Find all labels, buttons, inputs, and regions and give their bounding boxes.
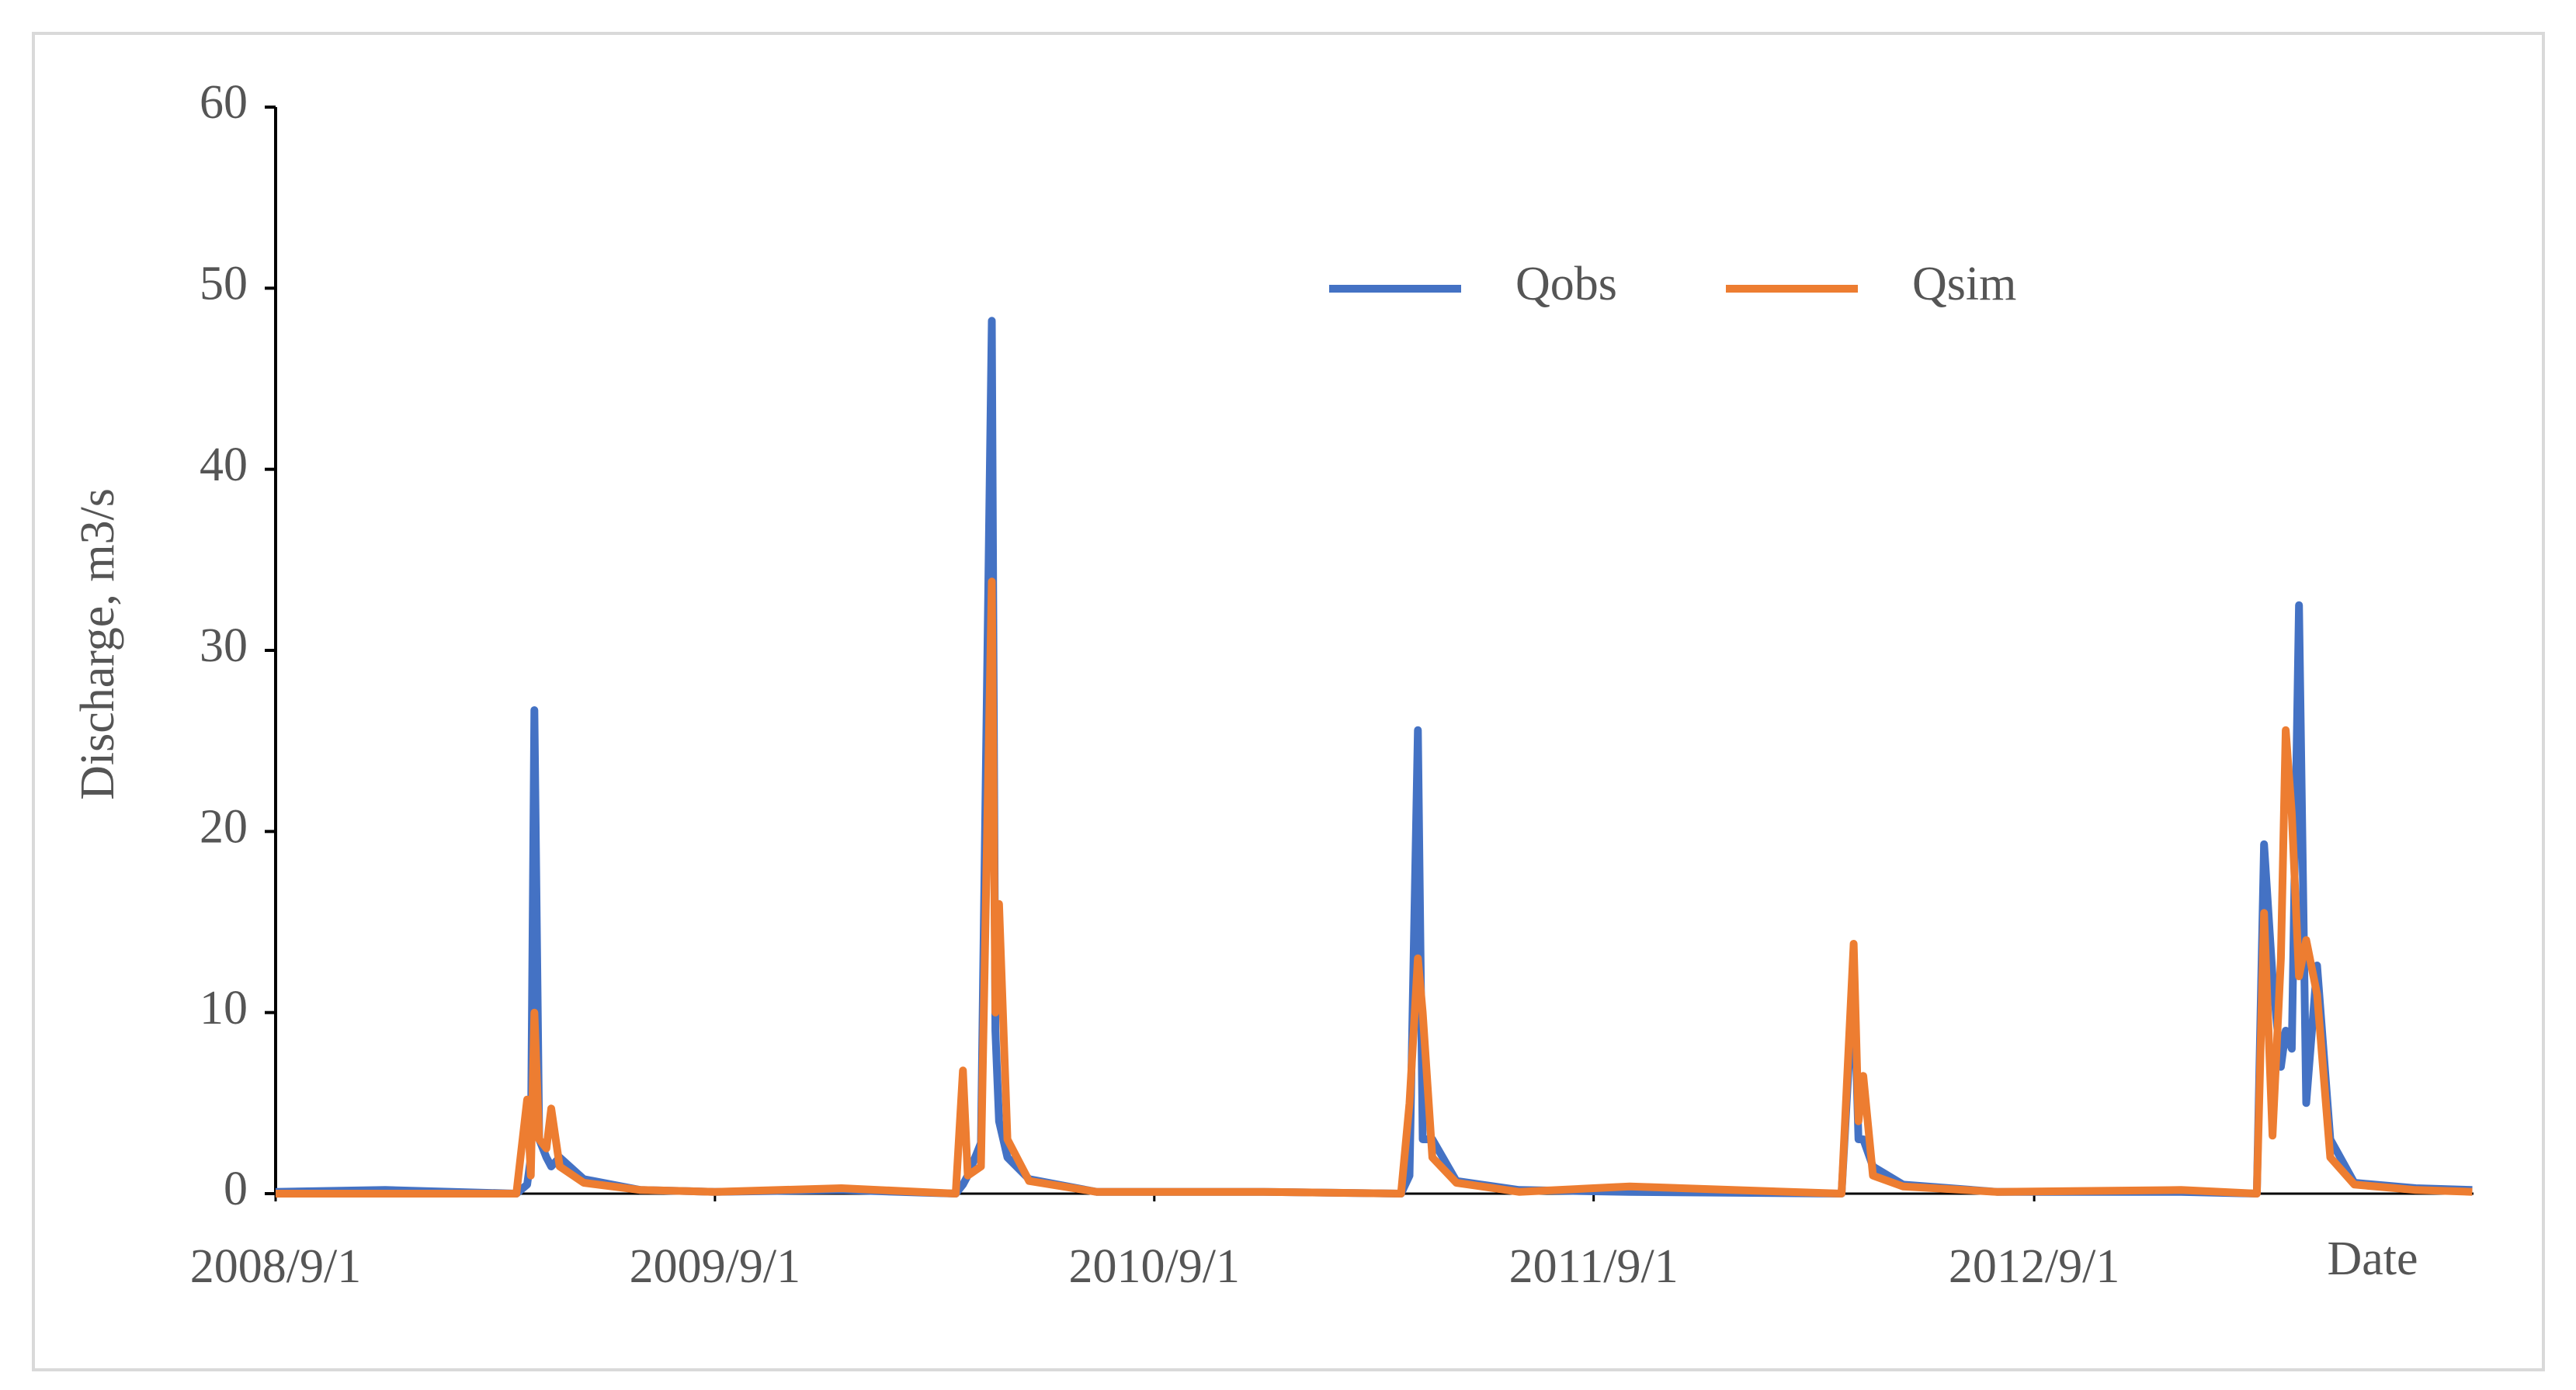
y-tick-label: 50 [200, 258, 248, 310]
y-tick-label: 60 [200, 76, 248, 129]
series-line [276, 577, 2473, 1198]
x-tick-label: 2009/9/1 [630, 1240, 800, 1293]
y-tick-label: 10 [200, 982, 248, 1035]
y-tick-label: 0 [224, 1163, 248, 1215]
chart-frame [32, 32, 2545, 1371]
y-tick-label: 30 [200, 619, 248, 672]
x-tick-label: 2012/9/1 [1949, 1240, 2119, 1293]
y-tick-label: 20 [200, 801, 248, 854]
x-tick-label: 2011/9/1 [1509, 1240, 1679, 1293]
x-axis-title: Date [2327, 1232, 2418, 1285]
x-tick-label: 2010/9/1 [1069, 1240, 1240, 1293]
x-tick-label: 2008/9/1 [190, 1240, 361, 1293]
legend-label: Qsim [1912, 258, 2016, 310]
legend-label: Qobs [1515, 258, 1617, 310]
y-tick-label: 40 [200, 438, 248, 491]
y-axis-title: Discharge, m3/s [71, 488, 124, 800]
